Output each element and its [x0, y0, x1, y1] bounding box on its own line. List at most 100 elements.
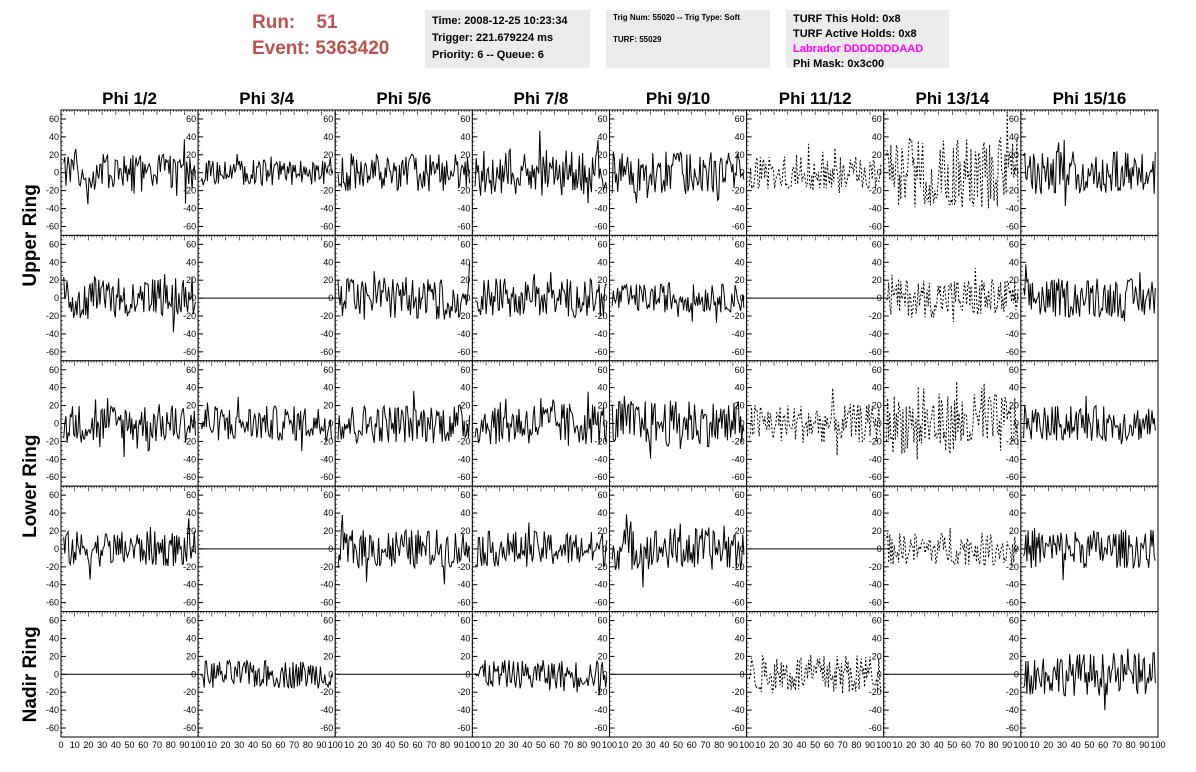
- y-tick-label: 40: [186, 633, 196, 643]
- y-tick-label: 0: [328, 669, 333, 679]
- waveform-trace: [611, 514, 745, 588]
- y-tick-label: 0: [602, 293, 607, 303]
- waveform-trace: [63, 139, 196, 205]
- y-tick-label: 60: [1009, 616, 1019, 626]
- y-tick-label: 0: [740, 419, 745, 429]
- y-tick-label: 20: [460, 401, 470, 411]
- y-tick-label: -20: [732, 687, 745, 697]
- y-tick-label: -40: [46, 705, 59, 715]
- y-tick-label: -60: [46, 347, 59, 357]
- y-tick-label: 20: [872, 651, 882, 661]
- y-tick-label: -40: [1006, 204, 1019, 214]
- x-tick-label: 60: [1098, 740, 1108, 750]
- y-tick-label: 60: [460, 239, 470, 249]
- y-tick-label: 60: [735, 490, 745, 500]
- y-tick-label: 40: [1009, 257, 1019, 267]
- y-tick-label: -20: [1006, 687, 1019, 697]
- y-tick-label: -20: [594, 311, 607, 321]
- x-tick-label: 100: [602, 740, 617, 750]
- y-tick-label: -20: [1006, 311, 1019, 321]
- y-tick-label: 0: [328, 419, 333, 429]
- y-tick-label: -60: [869, 472, 882, 482]
- x-tick-label: 10: [207, 740, 217, 750]
- waveform-panel: [60, 234, 199, 362]
- column-header: Phi 5/6: [376, 89, 431, 108]
- y-tick-label: -60: [183, 221, 196, 231]
- y-tick-label: 40: [186, 383, 196, 393]
- turf-active-holds-text: TURF Active Holds: 0x8: [793, 28, 917, 40]
- y-tick-label: -60: [320, 598, 333, 608]
- y-tick-label: 60: [597, 616, 607, 626]
- y-tick-label: 20: [735, 651, 745, 661]
- y-tick-label: 60: [186, 490, 196, 500]
- y-tick-label: -60: [320, 472, 333, 482]
- x-tick-label: 30: [234, 740, 244, 750]
- y-tick-label: 0: [465, 168, 470, 178]
- ring-label: Upper Ring: [20, 184, 41, 286]
- y-tick-label: -20: [320, 311, 333, 321]
- x-tick-label: 10: [481, 740, 491, 750]
- y-tick-label: -60: [1006, 598, 1019, 608]
- x-tick-label: 30: [371, 740, 381, 750]
- y-tick-label: 60: [49, 239, 59, 249]
- y-tick-label: -20: [457, 186, 470, 196]
- y-tick-label: -40: [1006, 580, 1019, 590]
- y-tick-label: 20: [872, 401, 882, 411]
- x-tick-label: 40: [111, 740, 121, 750]
- waveform-trace: [63, 274, 196, 333]
- y-tick-label: -60: [594, 221, 607, 231]
- y-tick-label: 20: [1009, 651, 1019, 661]
- y-tick-label: -40: [732, 329, 745, 339]
- y-tick-label: 60: [49, 114, 59, 124]
- x-tick-label: 20: [83, 740, 93, 750]
- waveform-trace: [886, 111, 1019, 209]
- waveform-trace: [886, 267, 1019, 323]
- y-tick-label: 40: [597, 257, 607, 267]
- y-tick-label: 0: [191, 419, 196, 429]
- y-tick-label: 40: [735, 257, 745, 267]
- run-event-label: Run: 51 Event: 5363420: [252, 10, 389, 62]
- waveform-panel: [334, 234, 473, 362]
- y-tick-label: 40: [872, 383, 882, 393]
- y-tick-label: 20: [735, 526, 745, 536]
- x-tick-label: 30: [509, 740, 519, 750]
- y-tick-label: -40: [183, 705, 196, 715]
- y-tick-label: 40: [49, 508, 59, 518]
- waveform-trace: [200, 153, 333, 187]
- y-tick-label: -60: [1006, 221, 1019, 231]
- x-tick-label: 60: [550, 740, 560, 750]
- y-tick-label: 60: [323, 490, 333, 500]
- y-tick-label: 0: [1014, 669, 1019, 679]
- waveform-trace: [474, 130, 608, 204]
- y-tick-label: -20: [594, 687, 607, 697]
- y-tick-label: -40: [732, 580, 745, 590]
- y-tick-label: 40: [460, 383, 470, 393]
- y-tick-label: -40: [1006, 454, 1019, 464]
- y-tick-label: 20: [460, 275, 470, 285]
- y-tick-label: -60: [320, 347, 333, 357]
- x-tick-label: 60: [138, 740, 148, 750]
- y-tick-label: -40: [320, 454, 333, 464]
- x-tick-label: 50: [536, 740, 546, 750]
- waveform-trace: [611, 282, 745, 323]
- y-tick-label: 60: [872, 365, 882, 375]
- y-tick-label: 40: [323, 383, 333, 393]
- x-tick-label: 10: [1030, 740, 1040, 750]
- y-tick-label: 40: [1009, 633, 1019, 643]
- y-tick-label: 60: [597, 239, 607, 249]
- y-tick-label: -60: [320, 221, 333, 231]
- x-tick-label: 30: [97, 740, 107, 750]
- x-tick-label: 80: [577, 740, 587, 750]
- y-tick-label: -40: [320, 329, 333, 339]
- y-tick-label: -60: [457, 472, 470, 482]
- y-tick-label: 60: [1009, 365, 1019, 375]
- y-tick-label: 20: [1009, 401, 1019, 411]
- y-tick-label: -40: [1006, 705, 1019, 715]
- y-tick-label: -20: [46, 562, 59, 572]
- y-tick-label: -60: [732, 723, 745, 733]
- x-tick-label: 40: [934, 740, 944, 750]
- x-tick-label: 80: [166, 740, 176, 750]
- y-tick-label: 40: [323, 508, 333, 518]
- y-tick-label: -20: [183, 687, 196, 697]
